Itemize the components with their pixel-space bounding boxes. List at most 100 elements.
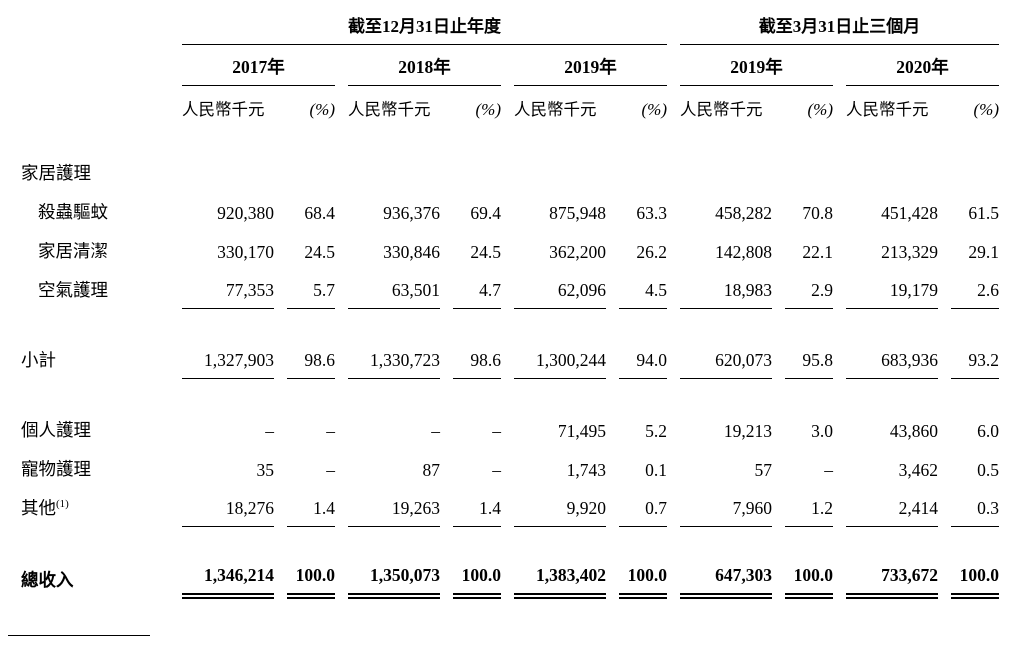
value-cell: 1,346,214 bbox=[182, 527, 274, 599]
table-row: 家居護理 bbox=[21, 124, 999, 192]
value-cell: 733,672 bbox=[846, 527, 938, 599]
value-cell: 451,428 bbox=[881, 203, 938, 223]
value-cell: 620,073 bbox=[680, 309, 772, 379]
value-cell: – bbox=[265, 421, 274, 441]
row-label: 殺蟲驅蚊 bbox=[38, 202, 108, 222]
year-header-q1-2020: 2020年 bbox=[846, 45, 999, 86]
percent-cell: – bbox=[824, 460, 833, 480]
period-annual-header: 截至12月31日止年度 bbox=[182, 8, 667, 45]
period-quarter-header: 截至3月31日止三個月 bbox=[680, 8, 999, 45]
percent-cell: – bbox=[492, 421, 501, 441]
percent-cell: 63.3 bbox=[636, 203, 667, 223]
percent-cell: 98.6 bbox=[453, 309, 501, 379]
table-row: 總收入 1,346,214 100.0 1,350,073 100.0 1,383,402… bbox=[21, 527, 999, 599]
table-row: 個人護理 – – – – 71,495 5.2 19,213 3.0 43,860 6.0 bbox=[21, 379, 999, 449]
percent-cell: – bbox=[492, 460, 501, 480]
row-label: 家居清潔 bbox=[38, 241, 108, 261]
value-cell: 35 bbox=[256, 460, 275, 480]
percent-cell: 29.1 bbox=[968, 242, 999, 262]
percent-label: (%) bbox=[807, 100, 833, 119]
unit-label: 人民幣千元 bbox=[348, 100, 431, 119]
row-label: 個人護理 bbox=[21, 420, 91, 440]
value-cell: 683,936 bbox=[846, 309, 938, 379]
row-label: 家居護理 bbox=[21, 163, 91, 183]
value-cell: 71,495 bbox=[557, 421, 606, 441]
value-cell: 920,380 bbox=[217, 203, 274, 223]
year-header-2017: 2017年 bbox=[182, 45, 335, 86]
table-row: 寵物護理 35 – 87 – 1,743 0.1 57 – 3,462 0.5 bbox=[21, 449, 999, 488]
percent-cell: 1.4 bbox=[453, 488, 501, 527]
percent-cell: 3.0 bbox=[811, 421, 833, 441]
percent-cell: 0.5 bbox=[977, 460, 999, 480]
period-header-row: 截至12月31日止年度 截至3月31日止三個月 bbox=[21, 8, 999, 45]
table-body: 家居護理 殺蟲驅蚊 920,380 68.4 936,376 69.4 875,948 63.… bbox=[21, 124, 999, 599]
value-cell: 142,808 bbox=[715, 242, 772, 262]
percent-cell: 94.0 bbox=[619, 309, 667, 379]
year-header-row: 2017年 2018年 2019年 2019年 2020年 bbox=[21, 45, 999, 86]
header-spacer bbox=[21, 45, 169, 86]
value-cell: 936,376 bbox=[383, 203, 440, 223]
percent-cell: 6.0 bbox=[977, 421, 999, 441]
percent-cell: – bbox=[326, 460, 335, 480]
revenue-breakdown-table: 截至12月31日止年度 截至3月31日止三個月 2017年 2018年 2019… bbox=[8, 8, 1012, 599]
header-spacer bbox=[21, 86, 169, 124]
percent-label: (%) bbox=[309, 100, 335, 119]
percent-label: (%) bbox=[641, 100, 667, 119]
table-row: 小計 1,327,903 98.6 1,330,723 98.6 1,300,244 94.… bbox=[21, 309, 999, 379]
percent-cell: 1.2 bbox=[785, 488, 833, 527]
value-cell: 1,350,073 bbox=[348, 527, 440, 599]
row-label: 空氣護理 bbox=[38, 280, 108, 300]
value-cell: 1,330,723 bbox=[348, 309, 440, 379]
unit-label: 人民幣千元 bbox=[182, 100, 265, 119]
percent-cell: 1.4 bbox=[287, 488, 335, 527]
row-label: 寵物護理 bbox=[21, 459, 91, 479]
percent-cell: 61.5 bbox=[968, 203, 999, 223]
percent-cell: 26.2 bbox=[636, 242, 667, 262]
percent-cell: 4.7 bbox=[453, 270, 501, 309]
header-spacer bbox=[21, 8, 169, 45]
percent-cell: 95.8 bbox=[785, 309, 833, 379]
footnote-marker: (1) bbox=[56, 498, 69, 511]
row-label: 總收入 bbox=[21, 570, 74, 590]
value-cell: 62,096 bbox=[514, 270, 606, 309]
value-cell: 1,383,402 bbox=[514, 527, 606, 599]
percent-cell: 0.1 bbox=[645, 460, 667, 480]
row-label: 其他(1) bbox=[21, 498, 69, 518]
value-cell: 18,276 bbox=[182, 488, 274, 527]
value-cell: 213,329 bbox=[881, 242, 938, 262]
value-cell: 647,303 bbox=[680, 527, 772, 599]
value-cell: 9,920 bbox=[514, 488, 606, 527]
year-header-2018: 2018年 bbox=[348, 45, 501, 86]
percent-cell: 100.0 bbox=[287, 527, 335, 599]
unit-label: 人民幣千元 bbox=[514, 100, 597, 119]
table-row: 殺蟲驅蚊 920,380 68.4 936,376 69.4 875,948 63.3 458… bbox=[21, 192, 999, 231]
table-header: 截至12月31日止年度 截至3月31日止三個月 2017年 2018年 2019… bbox=[21, 8, 999, 124]
percent-cell: 100.0 bbox=[951, 527, 999, 599]
value-cell: 875,948 bbox=[549, 203, 606, 223]
percent-cell: 100.0 bbox=[453, 527, 501, 599]
value-cell: 1,300,244 bbox=[514, 309, 606, 379]
percent-label: (%) bbox=[973, 100, 999, 119]
value-cell: 3,462 bbox=[898, 460, 938, 480]
percent-cell: 93.2 bbox=[951, 309, 999, 379]
value-cell: 87 bbox=[422, 460, 441, 480]
value-cell: 63,501 bbox=[348, 270, 440, 309]
value-cell: 19,263 bbox=[348, 488, 440, 527]
percent-cell: 5.2 bbox=[645, 421, 667, 441]
value-cell: 18,983 bbox=[680, 270, 772, 309]
percent-cell: 4.5 bbox=[619, 270, 667, 309]
percent-cell: 70.8 bbox=[802, 203, 833, 223]
unit-label: 人民幣千元 bbox=[846, 100, 929, 119]
percent-cell: 2.9 bbox=[785, 270, 833, 309]
percent-cell: 69.4 bbox=[470, 203, 501, 223]
table-row: 其他(1) 18,276 1.4 19,263 1.4 9,920 0.7 7,960 1.2 2… bbox=[21, 488, 999, 527]
percent-label: (%) bbox=[475, 100, 501, 119]
value-cell: 19,179 bbox=[846, 270, 938, 309]
value-cell: – bbox=[431, 421, 440, 441]
value-cell: 7,960 bbox=[680, 488, 772, 527]
unit-header-row: 人民幣千元 (%) 人民幣千元 (%) 人民幣千元 (%) 人民幣千元 (%) … bbox=[21, 86, 999, 124]
percent-cell: 24.5 bbox=[470, 242, 501, 262]
value-cell: 2,414 bbox=[846, 488, 938, 527]
percent-cell: 0.3 bbox=[951, 488, 999, 527]
